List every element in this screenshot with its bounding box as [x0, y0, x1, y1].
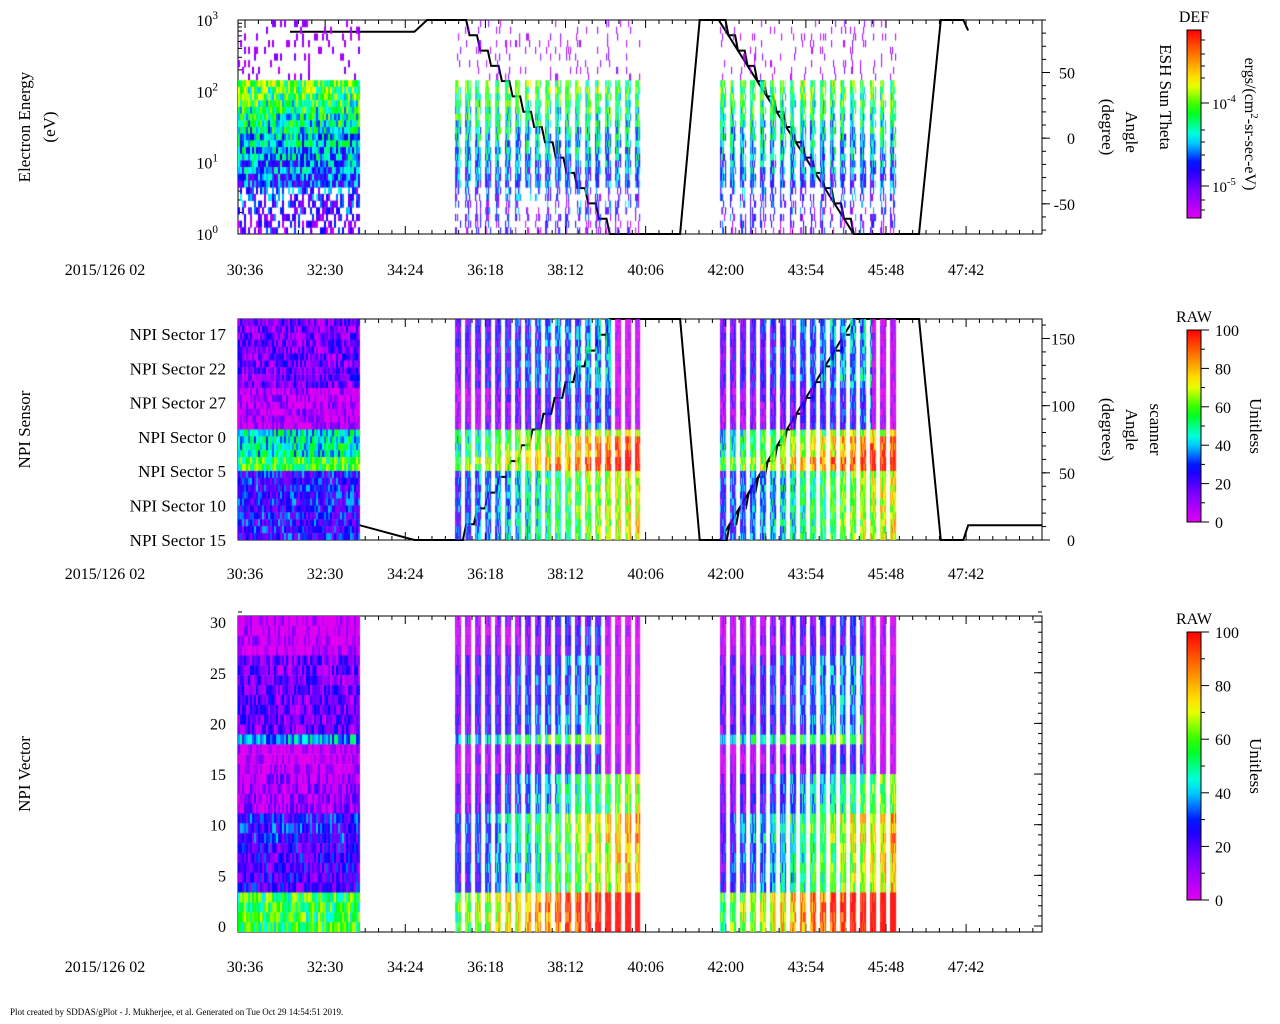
y-axis-label: (eV)	[40, 111, 59, 142]
right-y-tick-label: 50	[1059, 466, 1075, 483]
colorbar-tick-label: 20	[1215, 839, 1231, 856]
right-axis-label: Angle	[1122, 409, 1141, 451]
colorbar	[1186, 29, 1202, 219]
y-tick-label: 20	[210, 716, 226, 733]
colorbar-tick-label: 80	[1215, 679, 1231, 696]
panel-1: 30:36 32:30 34:24 36:18 38:12 40:06 42:00 43:54…	[15, 9, 1260, 279]
y-tick-label: 5	[218, 868, 226, 885]
x-tick-label: 30:36	[227, 959, 263, 976]
colorbar-label: Unitless	[1246, 738, 1265, 794]
colorbar-tick-label: 100	[1215, 323, 1239, 340]
colorbar-tick-label: 40	[1215, 438, 1231, 455]
y-tick-label: 15	[210, 767, 226, 784]
y-tick-label: 30	[210, 615, 226, 632]
date-label: 2015/126 02	[65, 262, 145, 279]
colorbar-label: Unitless	[1246, 398, 1265, 454]
x-tick-label: 36:18	[467, 262, 503, 279]
y-tick-label: NPI Sector 22	[130, 359, 226, 378]
spectrogram-2	[238, 319, 1042, 540]
x-tick-label: 40:06	[627, 262, 663, 279]
right-y-tick-label: 50	[1059, 66, 1075, 83]
x-tick-label: 45:48	[868, 959, 904, 976]
x-tick-label: 34:24	[387, 566, 423, 583]
x-tick-label: 30:36	[227, 566, 263, 583]
x-tick-label: 32:30	[307, 262, 343, 279]
x-tick-label: 32:30	[307, 566, 343, 583]
x-tick-label: 45:48	[868, 566, 904, 583]
right-axis-label: (degrees)	[1098, 398, 1117, 461]
y-tick-label: NPI Sector 0	[138, 428, 226, 447]
y-tick-label: 10	[210, 818, 226, 835]
right-axis-label: scanner	[1146, 404, 1165, 456]
x-tick-label: 42:00	[708, 566, 744, 583]
right-y-tick-label: 0	[1067, 533, 1075, 550]
x-tick-label: 43:54	[788, 959, 824, 976]
y-axis-label: NPI Vector	[15, 736, 34, 812]
y-tick-label: NPI Sector 5	[138, 462, 226, 481]
x-tick-label: 40:06	[627, 566, 663, 583]
y-tick-label: 102	[196, 81, 218, 101]
colorbar-tick-label: 0	[1215, 515, 1223, 532]
x-tick-label: 42:00	[708, 262, 744, 279]
colorbar-tick-label: 0	[1215, 893, 1223, 910]
colorbar	[1186, 329, 1202, 523]
y-tick-label: 100	[196, 224, 218, 244]
y-tick-label: 0	[218, 919, 226, 936]
x-tick-label: 34:24	[387, 959, 423, 976]
x-tick-label: 43:54	[788, 262, 824, 279]
colorbar-tick-label: 40	[1215, 786, 1231, 803]
right-y-tick-label: 0	[1067, 131, 1075, 148]
colorbar-label: ergs/(cm2-sr-sec-eV)	[1241, 58, 1260, 191]
right-y-tick-label: 150	[1051, 331, 1075, 348]
colorbar-tick-label: 60	[1215, 400, 1231, 417]
x-tick-label: 36:18	[467, 959, 503, 976]
y-tick-label: 101	[196, 153, 218, 173]
x-tick-label: 38:12	[547, 262, 583, 279]
x-tick-label: 38:12	[547, 566, 583, 583]
date-label: 2015/126 02	[65, 566, 145, 583]
y-tick-label: 25	[210, 666, 226, 683]
x-tick-label: 47:42	[948, 566, 984, 583]
date-label: 2015/126 02	[65, 959, 145, 976]
spectrogram-1	[238, 20, 1042, 234]
y-tick-label: 103	[196, 10, 218, 30]
colorbar	[1186, 631, 1202, 901]
right-y-tick-label: 100	[1051, 399, 1075, 416]
footer-credit: Plot created by SDDAS/gPlot - J. Mukherj…	[10, 1007, 344, 1017]
right-axis-label: ESH Sun Theta	[1156, 44, 1175, 150]
x-tick-label: 45:48	[868, 262, 904, 279]
x-tick-label: 40:06	[627, 959, 663, 976]
right-axis-label: Angle	[1122, 111, 1141, 153]
colorbar-title: DEF	[1179, 9, 1209, 26]
right-y-tick-label: -50	[1054, 197, 1075, 214]
x-tick-label: 47:42	[948, 959, 984, 976]
y-tick-label: NPI Sector 27	[130, 394, 227, 413]
colorbar-tick-label: 10-5	[1212, 177, 1236, 196]
colorbar-tick-label: 10-4	[1212, 94, 1236, 113]
colorbar-tick-label: 20	[1215, 477, 1231, 494]
x-tick-label: 34:24	[387, 262, 423, 279]
colorbar-tick-label: 80	[1215, 361, 1231, 378]
x-tick-label: 38:12	[547, 959, 583, 976]
y-axis-label: Electron Energy	[15, 71, 34, 182]
x-tick-label: 43:54	[788, 566, 824, 583]
y-axis-label: NPI Sensor	[15, 390, 34, 468]
x-tick-label: 42:00	[708, 959, 744, 976]
x-tick-label: 32:30	[307, 959, 343, 976]
y-tick-label: NPI Sector 17	[130, 325, 227, 344]
spectrogram-3	[238, 616, 1042, 932]
y-tick-label: NPI Sector 10	[130, 497, 226, 516]
x-tick-label: 47:42	[948, 262, 984, 279]
right-axis-label: (degree)	[1098, 99, 1117, 156]
colorbar-tick-label: 100	[1215, 625, 1239, 642]
x-tick-label: 30:36	[227, 262, 263, 279]
x-tick-label: 36:18	[467, 566, 503, 583]
y-tick-label: NPI Sector 15	[130, 531, 226, 550]
colorbar-title: RAW	[1176, 611, 1213, 628]
colorbar-tick-label: 60	[1215, 732, 1231, 749]
colorbar-title: RAW	[1176, 309, 1213, 326]
